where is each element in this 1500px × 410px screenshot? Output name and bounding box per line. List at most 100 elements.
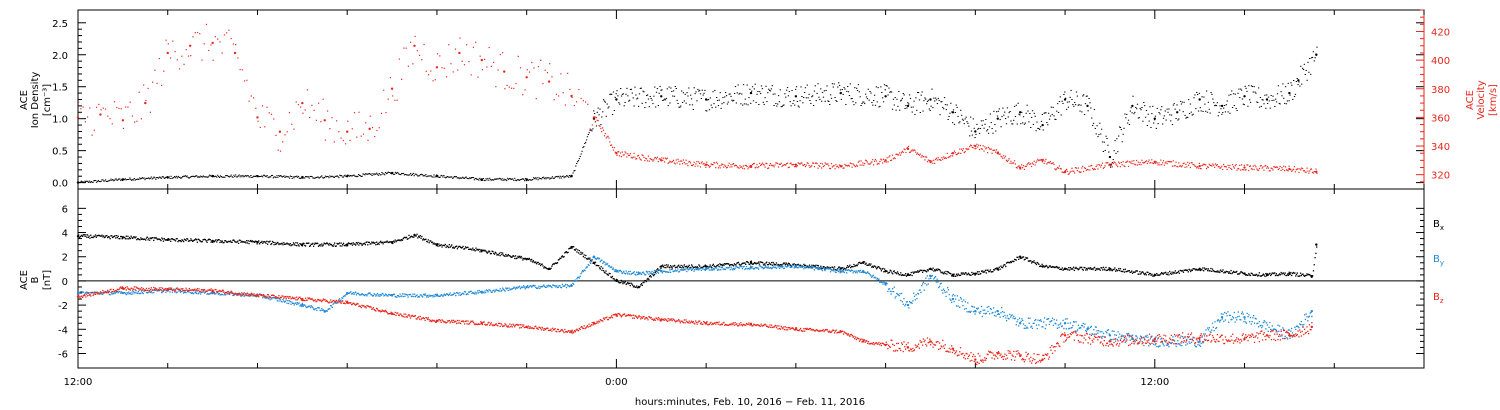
field-bx-point (1250, 272, 1252, 274)
velocity-point (645, 157, 647, 159)
field-bx-point (1102, 269, 1104, 271)
field-by-point (519, 287, 522, 290)
field-bx-point (1282, 272, 1284, 274)
field-bx-point (984, 269, 987, 271)
field-by-point (530, 285, 532, 287)
field-bx-point (554, 262, 556, 265)
density-point (632, 97, 634, 99)
density-point (338, 177, 340, 179)
field-bx-point (1043, 265, 1045, 267)
field-bx-point (387, 241, 389, 243)
velocity-point (1295, 169, 1297, 171)
velocity-point (999, 153, 1001, 155)
velocity-point (1137, 161, 1139, 163)
velocity-point (898, 154, 900, 156)
density-point (436, 174, 438, 176)
field-bx-point (208, 238, 210, 241)
field-bx-point (130, 235, 132, 237)
field-by-point (455, 294, 457, 297)
velocity-point (948, 156, 950, 158)
field-bx-point (530, 260, 532, 262)
field-bx-point (578, 249, 581, 252)
density-point (102, 179, 104, 181)
density-point (600, 124, 602, 126)
density-point (437, 176, 440, 178)
velocity-point (347, 120, 349, 122)
density-point (1110, 164, 1113, 166)
velocity-point (166, 51, 169, 55)
velocity-point (1188, 164, 1190, 166)
velocity-point (752, 163, 754, 165)
density-point (1061, 100, 1063, 102)
field-bx-point (598, 265, 600, 267)
density-point (1220, 104, 1224, 108)
field-by-point (344, 295, 346, 297)
velocity-point (631, 157, 633, 159)
velocity-point (1119, 166, 1122, 168)
density-point (555, 176, 557, 178)
density-point (812, 95, 814, 97)
field-bx-point (129, 237, 131, 240)
density-point (1180, 103, 1183, 105)
field-bx-point (365, 241, 367, 244)
field-bx-point (312, 242, 314, 245)
density-point (1100, 133, 1102, 135)
field-bx-point (434, 243, 436, 245)
density-point (452, 177, 454, 179)
velocity-point (680, 160, 682, 162)
field-bx-point (882, 267, 884, 270)
field-bx-point (899, 274, 901, 276)
velocity-point (508, 86, 510, 88)
field-bx-point (963, 273, 965, 275)
field-bx-point (504, 255, 506, 257)
density-point (1240, 88, 1242, 90)
density-point (81, 181, 83, 183)
field-bx-point (325, 242, 328, 244)
velocity-point (922, 156, 924, 158)
field-bx-point (174, 240, 177, 242)
field-by-point (120, 291, 123, 293)
top-x-ticks (77, 10, 1425, 189)
field-bx-point (984, 271, 986, 273)
velocity-point (799, 163, 801, 165)
velocity-tick-label: 360 (1431, 113, 1450, 124)
velocity-point (1070, 170, 1072, 172)
density-point (1028, 121, 1030, 123)
field-bx-point (277, 242, 279, 244)
field-by-point (145, 291, 148, 294)
density-point (1041, 113, 1044, 115)
density-point (1193, 97, 1195, 99)
field-bx-point (437, 245, 439, 247)
field-bx-point (1282, 272, 1285, 274)
velocity-point (621, 151, 623, 153)
field-bx-point (653, 273, 656, 276)
density-point (893, 104, 895, 106)
field-bx-point (334, 245, 337, 247)
field-by-point (520, 286, 522, 289)
field-by-point (321, 308, 323, 310)
density-point (1119, 127, 1122, 129)
field-bx-point (1230, 269, 1232, 272)
velocity-point (593, 119, 596, 121)
density-point (822, 96, 825, 98)
field-bx-point (919, 269, 921, 271)
field-bx-point (287, 243, 289, 245)
velocity-point (653, 159, 655, 161)
field-bx-point (1225, 270, 1227, 273)
density-point (682, 92, 685, 94)
velocity-point (1266, 166, 1269, 168)
density-point (531, 179, 533, 181)
field-by-point (115, 291, 118, 293)
density-point (908, 94, 911, 96)
density-point (827, 100, 829, 102)
field-bx-point (458, 245, 460, 248)
field-by-point (436, 293, 438, 295)
velocity-point (861, 164, 863, 166)
velocity-point (629, 152, 632, 155)
velocity-point (1149, 162, 1151, 164)
velocity-point (967, 148, 969, 150)
field-by-point (254, 295, 257, 297)
field-bx-point (730, 264, 732, 266)
field-bx-point (774, 263, 776, 266)
field-bx-point (1306, 273, 1308, 275)
